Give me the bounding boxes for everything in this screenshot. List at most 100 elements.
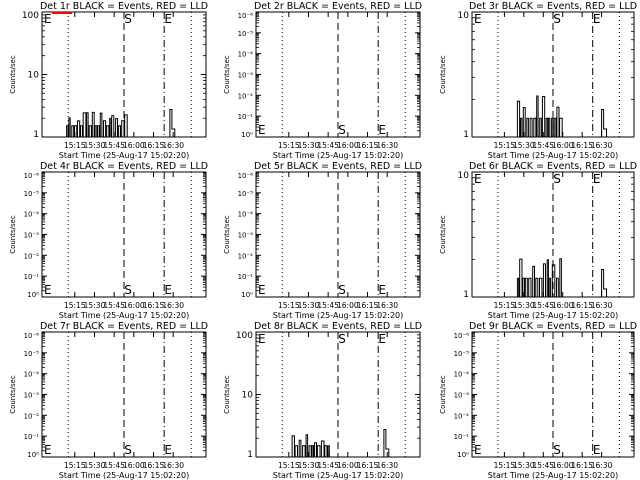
marker-label: E bbox=[474, 172, 482, 186]
y-tick-label: 10⁻⁴ bbox=[238, 211, 254, 219]
x-tick-label: 16:00 bbox=[552, 141, 574, 150]
x-tick-label: 15:45 bbox=[317, 461, 339, 470]
x-tick-label: 16:30 bbox=[162, 141, 184, 150]
plot-frame bbox=[255, 171, 421, 298]
events-series-line bbox=[516, 95, 607, 138]
y-tick-label: 1 bbox=[247, 450, 253, 460]
x-tick-label: 16:15 bbox=[571, 461, 593, 470]
x-axis-label: Start Time (25-Aug-17 15:02:20) bbox=[273, 151, 404, 160]
marker-label: E bbox=[164, 283, 172, 297]
x-tick-label: 15:15 bbox=[64, 301, 86, 310]
x-tick-label: 15:30 bbox=[84, 461, 106, 470]
y-tick-label: 1 bbox=[463, 130, 469, 140]
x-tick-label: 16:00 bbox=[337, 461, 359, 470]
x-tick-label: 16:30 bbox=[376, 461, 398, 470]
x-tick-label: 16:15 bbox=[571, 301, 593, 310]
x-tick-label: 15:30 bbox=[84, 301, 106, 310]
marker-label: E bbox=[258, 283, 266, 297]
y-tick-label: 100 bbox=[236, 331, 253, 341]
x-tick-label: 16:30 bbox=[376, 301, 398, 310]
x-tick-label: 16:00 bbox=[123, 301, 145, 310]
chart-panel-2: Det 2r BLACK = Events, RED = LLD 10⁰ 10⁻¹ 1… bbox=[223, 1, 422, 160]
y-tick-label: 10⁻² bbox=[238, 252, 254, 260]
plot-frame bbox=[255, 331, 421, 458]
y-axis-label: Counts/sec bbox=[223, 375, 231, 414]
x-tick-label: 15:45 bbox=[103, 461, 125, 470]
y-tick-label: 10 bbox=[28, 71, 40, 81]
marker-label: E bbox=[44, 12, 52, 26]
y-tick-label: 10⁻¹ bbox=[238, 113, 254, 121]
x-tick-label: 16:00 bbox=[337, 141, 359, 150]
x-axis-label: Start Time (25-Aug-17 15:02:20) bbox=[488, 471, 619, 480]
chart-panel-6: Det 6r BLACK = Events, RED = LLD 1 10 Count… bbox=[439, 161, 637, 320]
x-tick-label: 15:15 bbox=[494, 141, 516, 150]
marker-label: E bbox=[258, 332, 266, 346]
chart-title: Det 2r BLACK = Events, RED = LLD bbox=[254, 1, 422, 12]
x-axis-label: Start Time (25-Aug-17 15:02:20) bbox=[488, 151, 619, 160]
x-tick-label: 16:15 bbox=[357, 301, 379, 310]
events-series-line bbox=[66, 109, 176, 138]
y-tick-label: 10⁻³ bbox=[24, 232, 40, 240]
y-tick-label: 10⁻⁶ bbox=[24, 332, 40, 340]
marker-label: E bbox=[44, 283, 52, 297]
x-tick-label: 16:00 bbox=[552, 461, 574, 470]
y-tick-label: 10⁻³ bbox=[454, 392, 470, 400]
y-tick-label: 10⁻⁴ bbox=[238, 51, 254, 59]
x-axis-label: Start Time (25-Aug-17 15:02:20) bbox=[59, 471, 190, 480]
y-axis-label: Counts/sec bbox=[439, 375, 447, 414]
x-tick-label: 15:30 bbox=[298, 461, 320, 470]
x-axis-label: Start Time (25-Aug-17 15:02:20) bbox=[59, 311, 190, 320]
chart-panel-4: Det 4r BLACK = Events, RED = LLD 10⁰ 10⁻¹ 1… bbox=[9, 161, 208, 320]
marker-label: E bbox=[44, 443, 52, 457]
y-tick-label: 10⁻⁵ bbox=[454, 350, 470, 358]
plot-frame bbox=[41, 11, 207, 138]
marker-label: S bbox=[553, 172, 561, 186]
y-tick-label: 10⁻¹ bbox=[24, 433, 40, 441]
y-axis-label: Counts/sec bbox=[439, 215, 447, 254]
x-axis-label: Start Time (25-Aug-17 15:02:20) bbox=[273, 471, 404, 480]
chart-panel-1: Det 1r BLACK = Events, RED = LLD 1 10 100 Co… bbox=[9, 1, 208, 160]
y-tick-label: 10⁻¹ bbox=[238, 273, 254, 281]
marker-label: E bbox=[474, 443, 482, 457]
x-tick-label: 15:15 bbox=[64, 461, 86, 470]
chart-panel-5: Det 5r BLACK = Events, RED = LLD 10⁰ 10⁻¹ 1… bbox=[223, 161, 422, 320]
x-tick-label: 16:30 bbox=[591, 461, 613, 470]
y-tick-label: 10⁻⁵ bbox=[24, 190, 40, 198]
chart-panel-3: Det 3r BLACK = Events, RED = LLD 1 10 Count… bbox=[439, 1, 637, 160]
x-axis-label: Start Time (25-Aug-17 15:02:20) bbox=[273, 311, 404, 320]
y-tick-label: 10⁻¹ bbox=[454, 433, 470, 441]
y-tick-label: 1 bbox=[463, 290, 469, 300]
marker-label: E bbox=[378, 332, 386, 346]
y-tick-label: 10⁻³ bbox=[238, 72, 254, 80]
y-tick-label: 10⁻³ bbox=[238, 232, 254, 240]
marker-label: E bbox=[258, 123, 266, 137]
x-tick-label: 15:15 bbox=[278, 141, 300, 150]
y-tick-label: 10 bbox=[458, 11, 470, 21]
y-tick-label: 10⁻⁵ bbox=[238, 190, 254, 198]
x-tick-label: 15:30 bbox=[298, 141, 320, 150]
marker-label: S bbox=[124, 443, 132, 457]
y-tick-label: 10 bbox=[458, 171, 470, 181]
x-tick-label: 16:15 bbox=[143, 141, 165, 150]
y-tick-label: 10⁰ bbox=[241, 131, 253, 139]
y-tick-label: 10⁻⁵ bbox=[24, 350, 40, 358]
marker-label: S bbox=[338, 283, 346, 297]
x-tick-label: 16:30 bbox=[591, 141, 613, 150]
x-axis-label: Start Time (25-Aug-17 15:02:20) bbox=[488, 311, 619, 320]
y-tick-label: 10 bbox=[242, 391, 254, 401]
chart-title: Det 1r BLACK = Events, RED = LLD bbox=[40, 1, 208, 12]
x-tick-label: 15:45 bbox=[317, 301, 339, 310]
x-tick-label: 15:45 bbox=[317, 141, 339, 150]
y-tick-label: 100 bbox=[22, 11, 39, 21]
plot-frame bbox=[255, 11, 421, 138]
x-tick-label: 16:00 bbox=[337, 301, 359, 310]
chart-title: Det 7r BLACK = Events, RED = LLD bbox=[40, 321, 208, 332]
x-tick-label: 16:15 bbox=[357, 141, 379, 150]
x-tick-label: 15:15 bbox=[494, 301, 516, 310]
chart-panel-9: Det 9r BLACK = Events, RED = LLD 10⁰ 10⁻¹ 1… bbox=[439, 321, 637, 480]
y-axis-label: Counts/sec bbox=[9, 55, 17, 94]
marker-label: S bbox=[338, 123, 346, 137]
y-tick-label: 10⁻⁴ bbox=[24, 371, 40, 379]
x-tick-label: 16:30 bbox=[591, 301, 613, 310]
